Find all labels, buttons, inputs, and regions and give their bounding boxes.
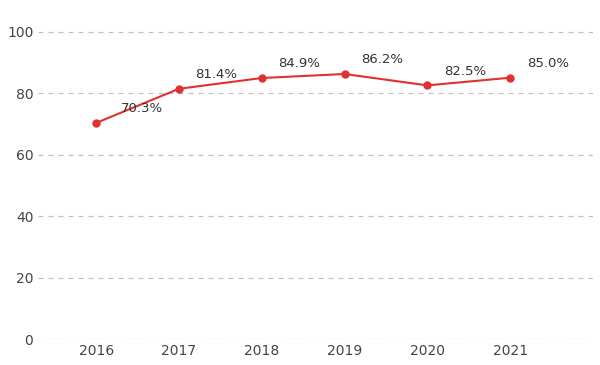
Text: 84.9%: 84.9%	[278, 57, 320, 70]
Text: 81.4%: 81.4%	[196, 68, 238, 81]
Text: 82.5%: 82.5%	[444, 65, 486, 78]
Text: 70.3%: 70.3%	[121, 102, 163, 115]
Text: 86.2%: 86.2%	[361, 53, 403, 66]
Text: 85.0%: 85.0%	[527, 57, 569, 70]
